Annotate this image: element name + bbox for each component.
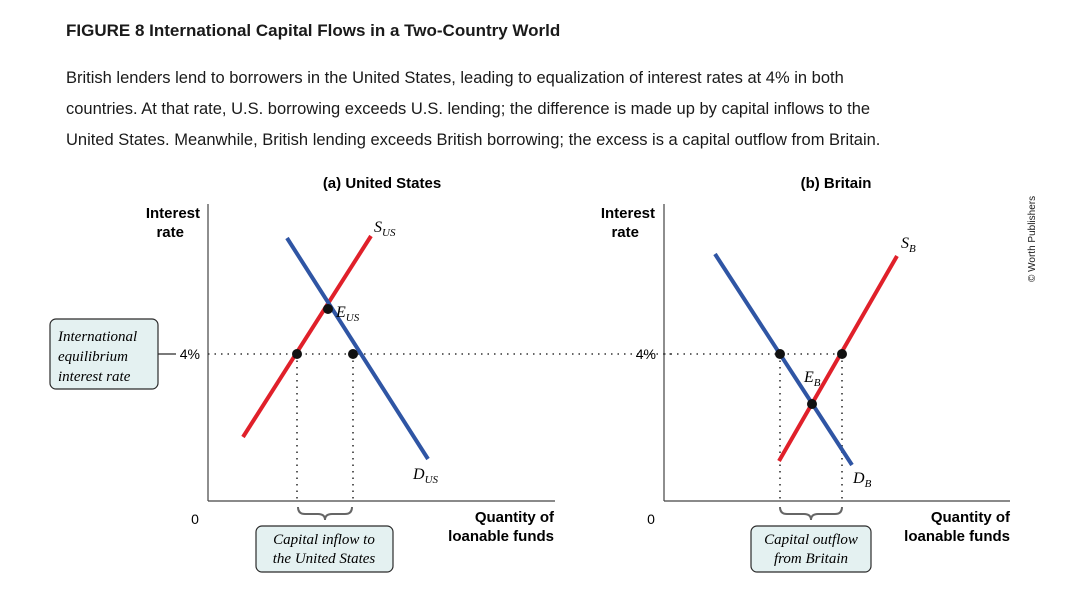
- demand-curve-us: [285, 236, 430, 461]
- panel-title-britain: (b) Britain: [801, 175, 872, 192]
- supply-curve-britain: [777, 255, 899, 462]
- capital-outflow-line1: Capital outflow: [764, 532, 858, 548]
- y-axis-label-line1: Interest: [146, 205, 200, 222]
- equilibrium-point-us: [323, 304, 333, 314]
- outflow-bracket: [779, 506, 843, 521]
- equilibrium-point-britain: [807, 399, 817, 409]
- rate-tick-label: 4%: [636, 346, 656, 362]
- origin-label: 0: [647, 511, 655, 527]
- y-axis-label-line2: rate: [611, 224, 639, 241]
- intl-rate-line3: interest rate: [58, 369, 131, 385]
- supply-label-us: SUS: [374, 219, 396, 239]
- equilibrium-label-britain: EB: [803, 369, 821, 389]
- x-axis-label-line1: Quantity of: [475, 509, 555, 526]
- us-supply-point: [292, 349, 302, 359]
- supply-label-britain: SB: [901, 235, 916, 255]
- y-axis-label-line2: rate: [156, 224, 184, 241]
- x-axis-label-line2: loanable funds: [448, 528, 554, 545]
- figure-caption: British lenders lend to borrowers in the…: [66, 63, 1026, 156]
- caption-line: countries. At that rate, U.S. borrowing …: [66, 100, 871, 118]
- capital-outflow-box: [750, 525, 872, 573]
- intl-rate-line1: International: [57, 329, 137, 345]
- supply-curve-us: [241, 234, 373, 439]
- demand-curve-britain: [713, 252, 854, 467]
- inflow-bracket: [297, 506, 353, 521]
- us-demand-point: [348, 349, 358, 359]
- britain-supply-point: [837, 349, 847, 359]
- x-axis-label-line2: loanable funds: [904, 528, 1010, 545]
- capital-inflow-line1: Capital inflow to: [273, 532, 375, 548]
- intl-rate-line2: equilibrium: [58, 349, 128, 365]
- y-axis-label-line1: Interest: [601, 205, 655, 222]
- demand-label-britain: DB: [852, 470, 872, 490]
- capital-outflow-line2: from Britain: [774, 551, 848, 567]
- capital-inflow-line2: the United States: [273, 551, 376, 567]
- caption-line: United States. Meanwhile, British lendin…: [66, 131, 881, 149]
- equilibrium-label-us: EUS: [335, 304, 360, 324]
- britain-demand-point: [775, 349, 785, 359]
- rate-tick-label: 4%: [180, 346, 200, 362]
- figure-title: FIGURE 8 International Capital Flows in …: [66, 21, 561, 40]
- demand-label-us: DUS: [412, 466, 439, 486]
- caption-line: British lenders lend to borrowers in the…: [66, 69, 844, 87]
- panel-britain: Interest rate 0 Quantity of loanable fun…: [601, 204, 1011, 573]
- panel-title-us: (a) United States: [323, 175, 441, 192]
- panel-us: Interest rate 0 Quantity of loanable fun…: [49, 204, 672, 573]
- origin-label: 0: [191, 511, 199, 527]
- capital-inflow-box: [255, 525, 394, 573]
- x-axis-label-line1: Quantity of: [931, 509, 1011, 526]
